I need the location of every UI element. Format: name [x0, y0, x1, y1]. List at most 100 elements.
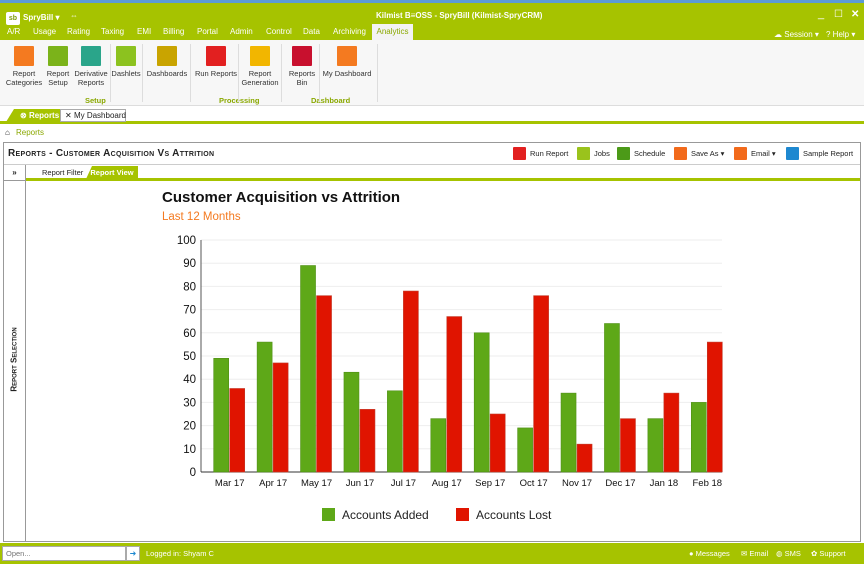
toolbar-sample-report-button[interactable]: Sample Report — [786, 147, 853, 160]
report-selection-label[interactable]: Report Selection — [9, 327, 19, 392]
toolbar-schedule-button[interactable]: Schedule — [617, 147, 665, 160]
menu-tab-control[interactable]: Control — [266, 27, 292, 36]
menu-tab-taxing[interactable]: Taxing — [101, 27, 125, 36]
doc-tab-label: My Dashboard — [73, 111, 126, 120]
doc-tab-my-dashboard[interactable]: ✕ My Dashboard — [60, 109, 126, 122]
ribbon-button-label: Report Setup — [46, 69, 70, 87]
ribbon-icon — [48, 46, 68, 66]
ribbon-button-label: Report Categories — [5, 69, 43, 87]
ribbon-group-label: Processing — [219, 96, 260, 105]
bar-accounts-lost — [403, 290, 419, 473]
x-tick-label: Sep 17 — [475, 478, 505, 489]
ribbon-separator — [190, 44, 191, 102]
toolbar-jobs-button[interactable]: Jobs — [577, 147, 610, 160]
bar-accounts-lost — [272, 362, 289, 473]
ribbon-button-label: Dashlets — [111, 69, 141, 78]
bar-accounts-added — [517, 427, 533, 473]
support-link[interactable]: ✿ Support — [811, 549, 846, 558]
menu-tab-rating[interactable]: Rating — [67, 27, 91, 36]
menu-tab-portal[interactable]: Portal — [197, 27, 218, 36]
title-bar: sb SpryBill ▾ ⇔ Kilmist B≡OSS - SpryBill… — [0, 0, 864, 40]
help-menu[interactable]: ? Help ▾ — [826, 30, 856, 39]
x-tick-label: Apr 17 — [259, 478, 287, 489]
toolbar-icon — [577, 147, 590, 160]
bar-accounts-added — [604, 323, 620, 473]
expand-sidebar-button[interactable]: » — [4, 165, 25, 181]
ribbon-button-dashlets[interactable]: Dashlets — [111, 46, 141, 78]
y-tick-label: 40 — [183, 374, 196, 386]
open-go-button[interactable]: ➜ — [126, 546, 140, 561]
x-tick-label: May 17 — [301, 478, 332, 489]
messages-label: Messages — [695, 549, 730, 558]
email-link[interactable]: ✉ Email — [741, 549, 769, 558]
ribbon-button-run-reports[interactable]: Run Reports — [194, 46, 238, 78]
toolbar-run-report-button[interactable]: Run Report — [513, 147, 568, 160]
ribbon-separator — [281, 44, 282, 102]
app-name: SpryBill — [23, 13, 54, 22]
toolbar-icon — [786, 147, 799, 160]
ribbon: Report Categories Report Setup Derivative … — [0, 40, 864, 106]
doc-tab-reports[interactable]: ⊗ Reports — [6, 109, 60, 122]
bar-accounts-added — [473, 332, 490, 473]
menu-tab-admin[interactable]: Admin — [230, 27, 253, 36]
ribbon-button-report-categories[interactable]: Report Categories — [5, 46, 43, 87]
toolbar-icon — [734, 147, 747, 160]
menu-tab-ar[interactable]: A/R — [7, 27, 21, 36]
help-label: Help — [832, 30, 850, 39]
sms-link[interactable]: ◍ SMS — [776, 549, 801, 558]
ribbon-button-my-dashboard[interactable]: My Dashboard — [321, 46, 373, 78]
bar-accounts-lost — [489, 413, 506, 473]
bar-accounts-added — [343, 371, 360, 473]
x-tick-label: Mar 17 — [215, 478, 245, 489]
menu-tab-archiving[interactable]: Archiving — [333, 27, 366, 36]
bar-accounts-added — [256, 341, 273, 473]
session-menu[interactable]: ☁ Session ▾ — [774, 30, 819, 39]
open-input[interactable] — [2, 546, 126, 561]
menu-tab-billing[interactable]: Billing — [163, 27, 185, 36]
menu-tab-emi[interactable]: EMI — [137, 27, 152, 36]
maximize-button[interactable]: ☐ — [834, 9, 843, 20]
ribbon-button-report-setup[interactable]: Report Setup — [43, 46, 73, 87]
minimize-button[interactable]: _ — [818, 8, 825, 20]
menu-tab-analytics[interactable]: Analytics — [372, 24, 413, 41]
ribbon-button-label: Reports Bin — [288, 69, 316, 87]
legend-label: Accounts Added — [342, 508, 429, 522]
home-icon[interactable]: ⌂ — [5, 128, 10, 137]
ribbon-button-derivative-reports[interactable]: Derivative Reports — [74, 46, 108, 87]
ribbon-button-dashboards[interactable]: Dashboards — [146, 46, 188, 78]
breadcrumb[interactable]: Reports — [16, 128, 45, 137]
toolbar-icon — [513, 147, 526, 160]
menu-tab-data[interactable]: Data — [303, 27, 320, 36]
close-button[interactable]: ✕ — [851, 9, 860, 20]
toolbar-save-as-button[interactable]: Save As ▾ — [674, 147, 724, 160]
ribbon-group-label: Dashboard — [311, 96, 351, 105]
app-menu-button[interactable]: SpryBill ▾ — [23, 13, 60, 22]
ribbon-icon — [337, 46, 357, 66]
report-tabs: Report Filter Report View — [26, 165, 860, 181]
y-tick-label: 100 — [177, 235, 196, 247]
ribbon-button-report-generation[interactable]: Report Generation — [239, 46, 281, 87]
tab-report-view[interactable]: Report View — [86, 166, 138, 179]
x-tick-label: Dec 17 — [605, 478, 635, 489]
messages-link[interactable]: ● Messages — [689, 549, 730, 558]
legend-swatch — [322, 508, 335, 521]
ribbon-icon — [116, 46, 136, 66]
bar-accounts-lost — [316, 295, 332, 473]
ribbon-icon — [157, 46, 177, 66]
bar-accounts-lost — [663, 392, 680, 473]
tab-report-filter[interactable]: Report Filter — [42, 168, 84, 177]
toolbar-email-button[interactable]: Email ▾ — [734, 147, 776, 160]
x-tick-label: Jul 17 — [391, 478, 416, 489]
quick-access-icon[interactable]: ⇔ — [70, 11, 78, 20]
ribbon-button-reports-bin[interactable]: Reports Bin — [285, 46, 319, 87]
bar-accounts-lost — [229, 388, 246, 473]
ribbon-icon — [250, 46, 270, 66]
doc-tab-label: Reports — [28, 111, 60, 120]
ribbon-button-label: Derivative Reports — [74, 69, 108, 87]
bar-accounts-added — [213, 358, 230, 473]
menu-tab-usage[interactable]: Usage — [33, 27, 57, 36]
chart-subtitle: Last 12 Months — [162, 211, 241, 223]
ribbon-group-label: Setup — [85, 96, 106, 105]
y-tick-label: 60 — [183, 328, 196, 340]
close-tab-icon[interactable]: ✕ — [65, 111, 72, 120]
